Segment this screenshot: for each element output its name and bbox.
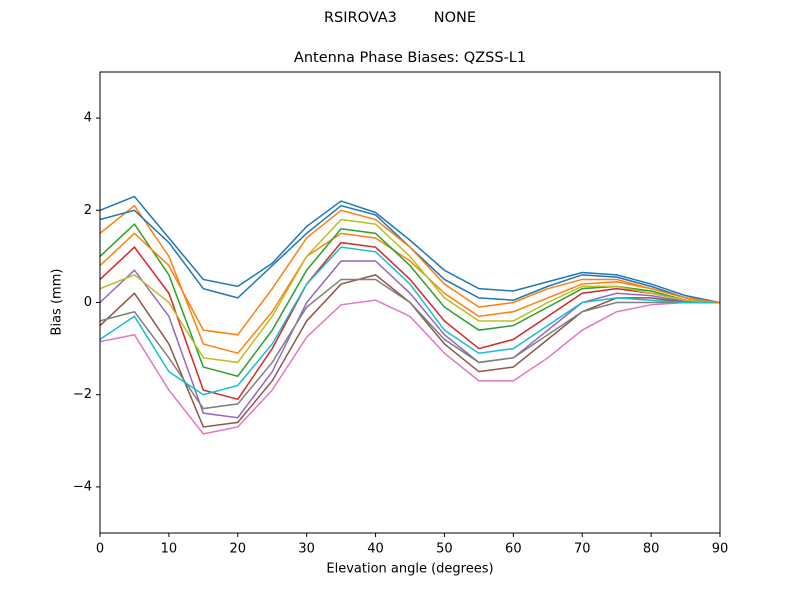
x-tick-label: 90 — [712, 542, 729, 557]
x-tick-label: 20 — [230, 542, 247, 557]
x-tick-label: 80 — [643, 542, 660, 557]
series-line — [100, 204, 720, 355]
x-tick-label: 50 — [436, 542, 453, 557]
series-line — [100, 299, 720, 435]
series-line — [100, 278, 720, 410]
x-tick-label: 40 — [367, 542, 384, 557]
x-tick-label: 60 — [505, 542, 522, 557]
y-tick-label: 2 — [84, 203, 92, 218]
suptitle: RSIROVA3 NONE — [324, 10, 476, 26]
y-axis-label: Bias (mm) — [50, 269, 65, 336]
x-tick-label: 10 — [161, 542, 178, 557]
x-tick-label: 30 — [298, 542, 315, 557]
series-line — [100, 246, 720, 396]
x-tick-label: 0 — [96, 542, 104, 557]
x-axis-label: Elevation angle (degrees) — [326, 562, 493, 577]
y-tick-label: 4 — [84, 111, 92, 126]
y-tick-label: −2 — [73, 387, 92, 402]
series-line — [100, 241, 720, 401]
x-tick-label: 70 — [574, 542, 591, 557]
series-line — [100, 218, 720, 364]
series-line — [100, 209, 720, 336]
series-line — [100, 195, 720, 304]
y-tick-label: 0 — [84, 295, 92, 310]
y-tick-label: −4 — [73, 479, 92, 494]
series-line — [100, 260, 720, 419]
chart-title: Antenna Phase Biases: QZSS-L1 — [294, 50, 526, 66]
